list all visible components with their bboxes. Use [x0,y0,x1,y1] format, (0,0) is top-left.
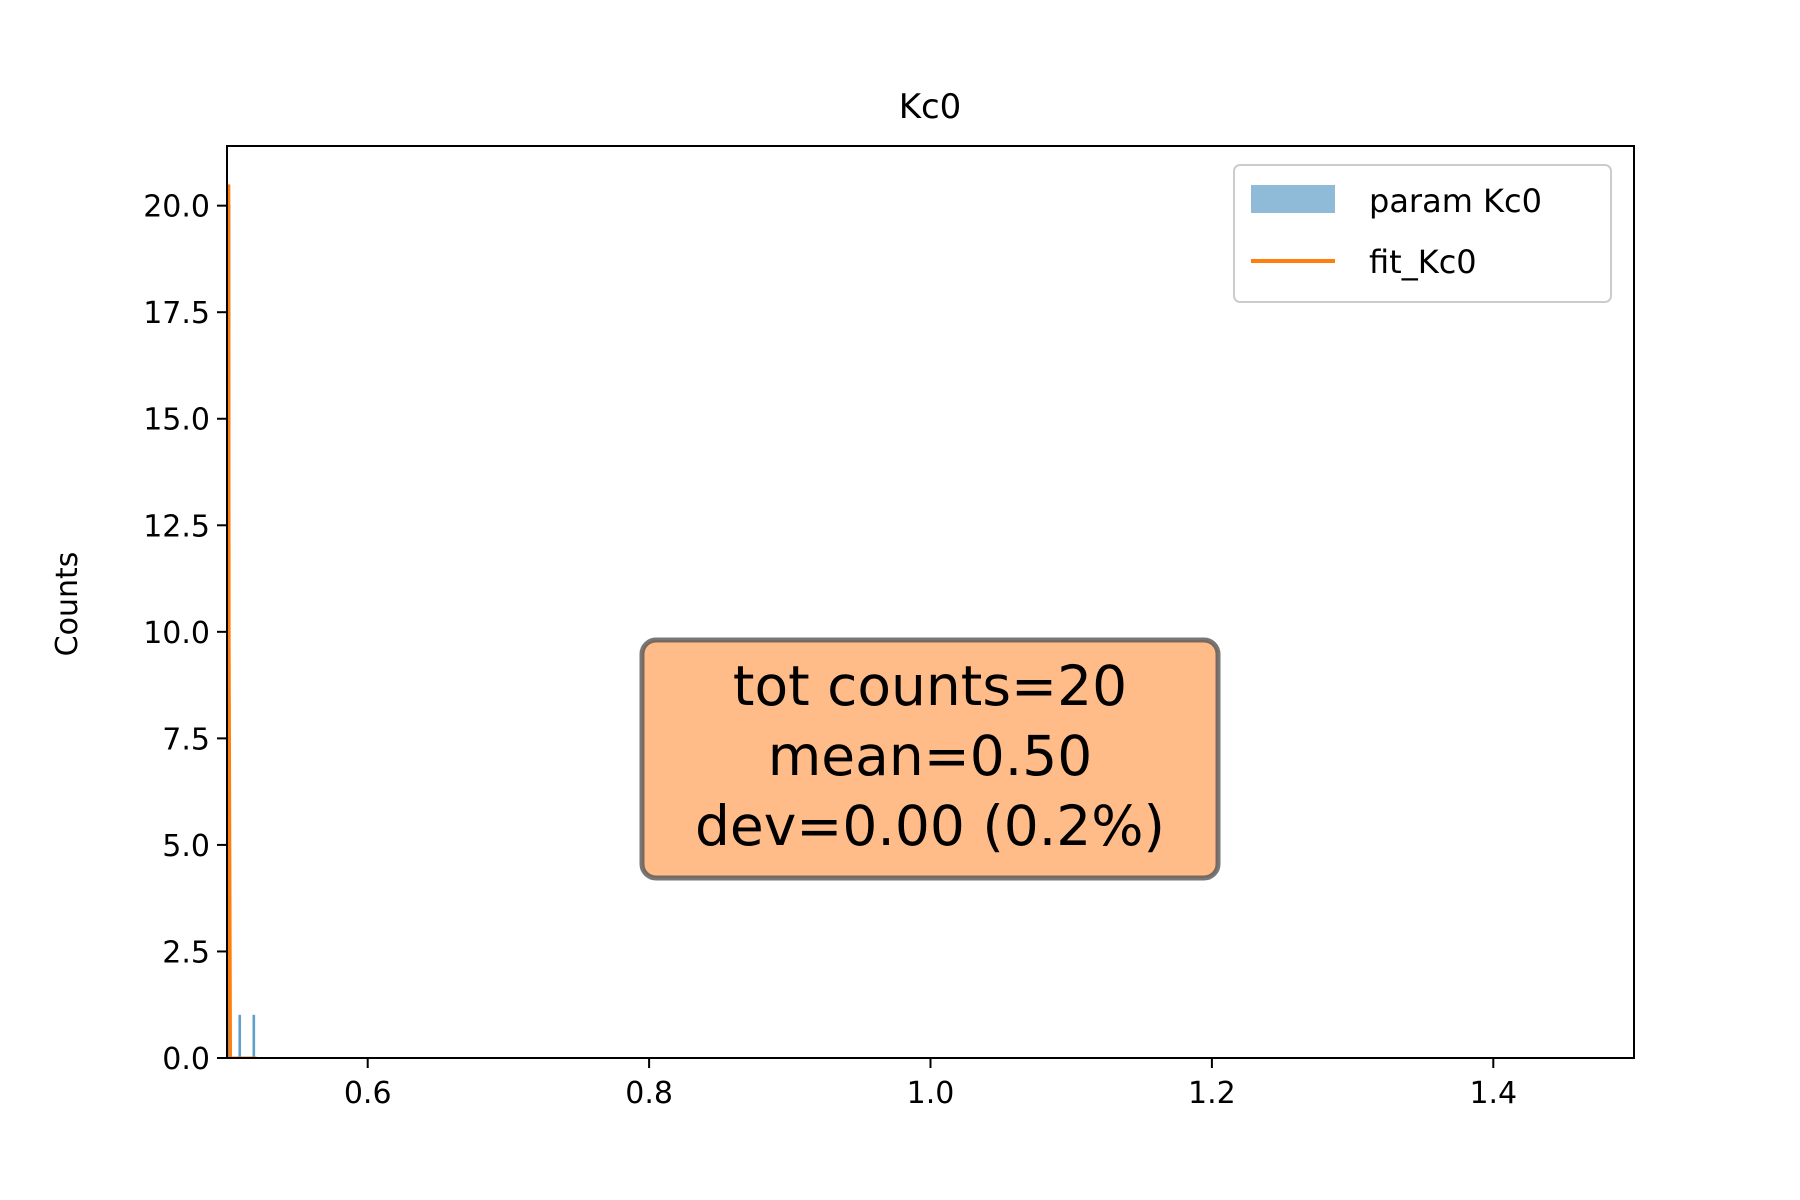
y-tick-label: 10.0 [143,616,210,651]
fit-line [227,184,257,1058]
y-tick-label: 0.0 [162,1042,210,1077]
legend: param Kc0 fit_Kc0 [1233,164,1612,303]
x-axis: 0.6 0.8 1.0 1.2 1.4 [344,1058,1517,1111]
y-tick-label: 20.0 [143,190,210,225]
y-axis-label: Counts [50,552,85,657]
y-tick-label: 5.0 [162,829,210,864]
chart-title: Kc0 [899,87,962,127]
y-tick-label: 2.5 [162,935,210,970]
x-tick-label: 0.6 [344,1076,392,1111]
histogram-bar [238,1014,242,1058]
legend-label-fit: fit_Kc0 [1369,243,1477,281]
histogram-bar [252,1014,256,1058]
x-tick-label: 1.2 [1188,1076,1236,1111]
x-tick-label: 0.8 [625,1076,673,1111]
fit-line-group [227,184,257,1058]
stats-line-dev: dev=0.00 (0.2%) [695,794,1165,858]
stats-annotation: tot counts=20 mean=0.50 dev=0.00 (0.2%) [639,637,1221,881]
y-axis: 0.0 2.5 5.0 7.5 10.0 12.5 15.0 17.5 20.0 [143,190,227,1077]
x-tick-label: 1.0 [907,1076,955,1111]
y-tick-label: 12.5 [143,509,210,544]
stats-line-mean: mean=0.50 [768,724,1093,788]
y-tick-label: 7.5 [162,722,210,757]
y-tick-label: 17.5 [143,296,210,331]
legend-swatch-param [1251,185,1335,213]
x-tick-label: 1.4 [1469,1076,1517,1111]
y-tick-label: 15.0 [143,403,210,438]
stats-box [639,637,1221,881]
legend-label-param: param Kc0 [1369,182,1542,220]
stats-line-total: tot counts=20 [733,654,1127,718]
